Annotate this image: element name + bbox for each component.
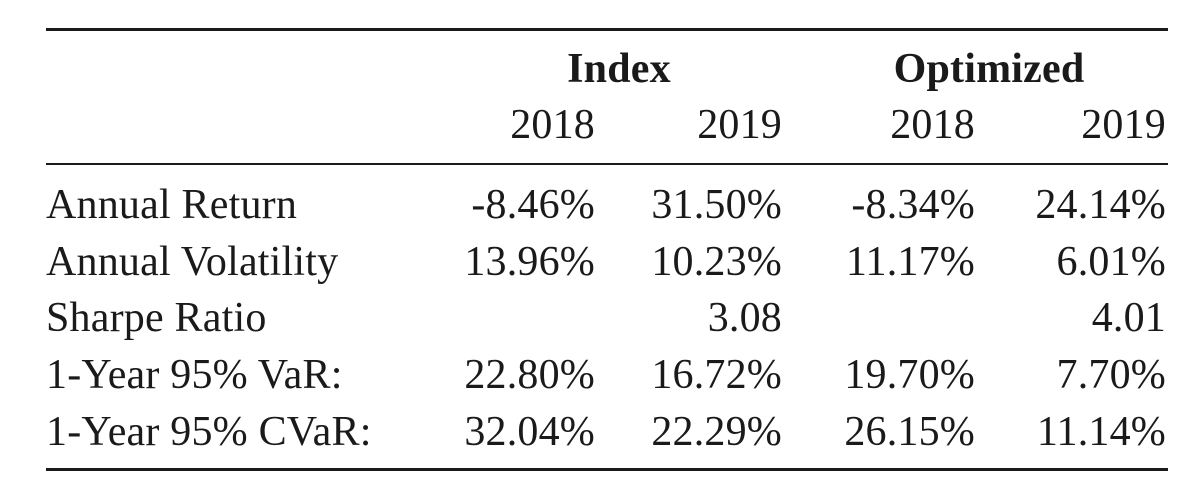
group-header-index: Index	[567, 46, 671, 92]
cell-index-2019: 3.08	[707, 295, 782, 341]
cell-index-2018: -8.46%	[471, 182, 595, 228]
cell-index-2019: 22.29%	[651, 409, 782, 455]
cell-optimized-2018: 11.17%	[845, 239, 975, 285]
cell-index-2019: 16.72%	[651, 352, 782, 398]
cell-index-2019: 10.23%	[651, 239, 782, 285]
table-top-rule	[46, 28, 1168, 31]
row-label: Annual Volatility	[46, 239, 339, 285]
cell-index-2018: 22.80%	[464, 352, 595, 398]
table-bottom-rule	[46, 468, 1168, 471]
cell-index-2018: 32.04%	[464, 409, 595, 455]
cell-optimized-2019: 24.14%	[1035, 182, 1166, 228]
group-header-optimized: Optimized	[893, 46, 1085, 92]
cell-index-2019: 31.50%	[651, 182, 782, 228]
row-label: Sharpe Ratio	[46, 295, 267, 341]
cell-optimized-2019: 7.70%	[1056, 352, 1166, 398]
row-label: 1-Year 95% VaR:	[46, 352, 343, 398]
table-header-rule	[46, 163, 1168, 165]
year-header-optimized-2019: 2019	[1081, 102, 1166, 148]
year-header-index-2018: 2018	[510, 102, 595, 148]
cell-optimized-2018: 26.15%	[844, 409, 975, 455]
cell-optimized-2018: 19.70%	[844, 352, 975, 398]
row-label: Annual Return	[46, 182, 298, 228]
cell-optimized-2019: 6.01%	[1056, 239, 1166, 285]
year-header-optimized-2018: 2018	[890, 102, 975, 148]
year-header-index-2019: 2019	[697, 102, 782, 148]
cell-optimized-2019: 11.14%	[1036, 409, 1166, 455]
row-label: 1-Year 95% CVaR:	[46, 409, 372, 455]
cell-optimized-2018: -8.34%	[851, 182, 975, 228]
cell-index-2018: 13.96%	[464, 239, 595, 285]
cell-optimized-2019: 4.01	[1091, 295, 1166, 341]
